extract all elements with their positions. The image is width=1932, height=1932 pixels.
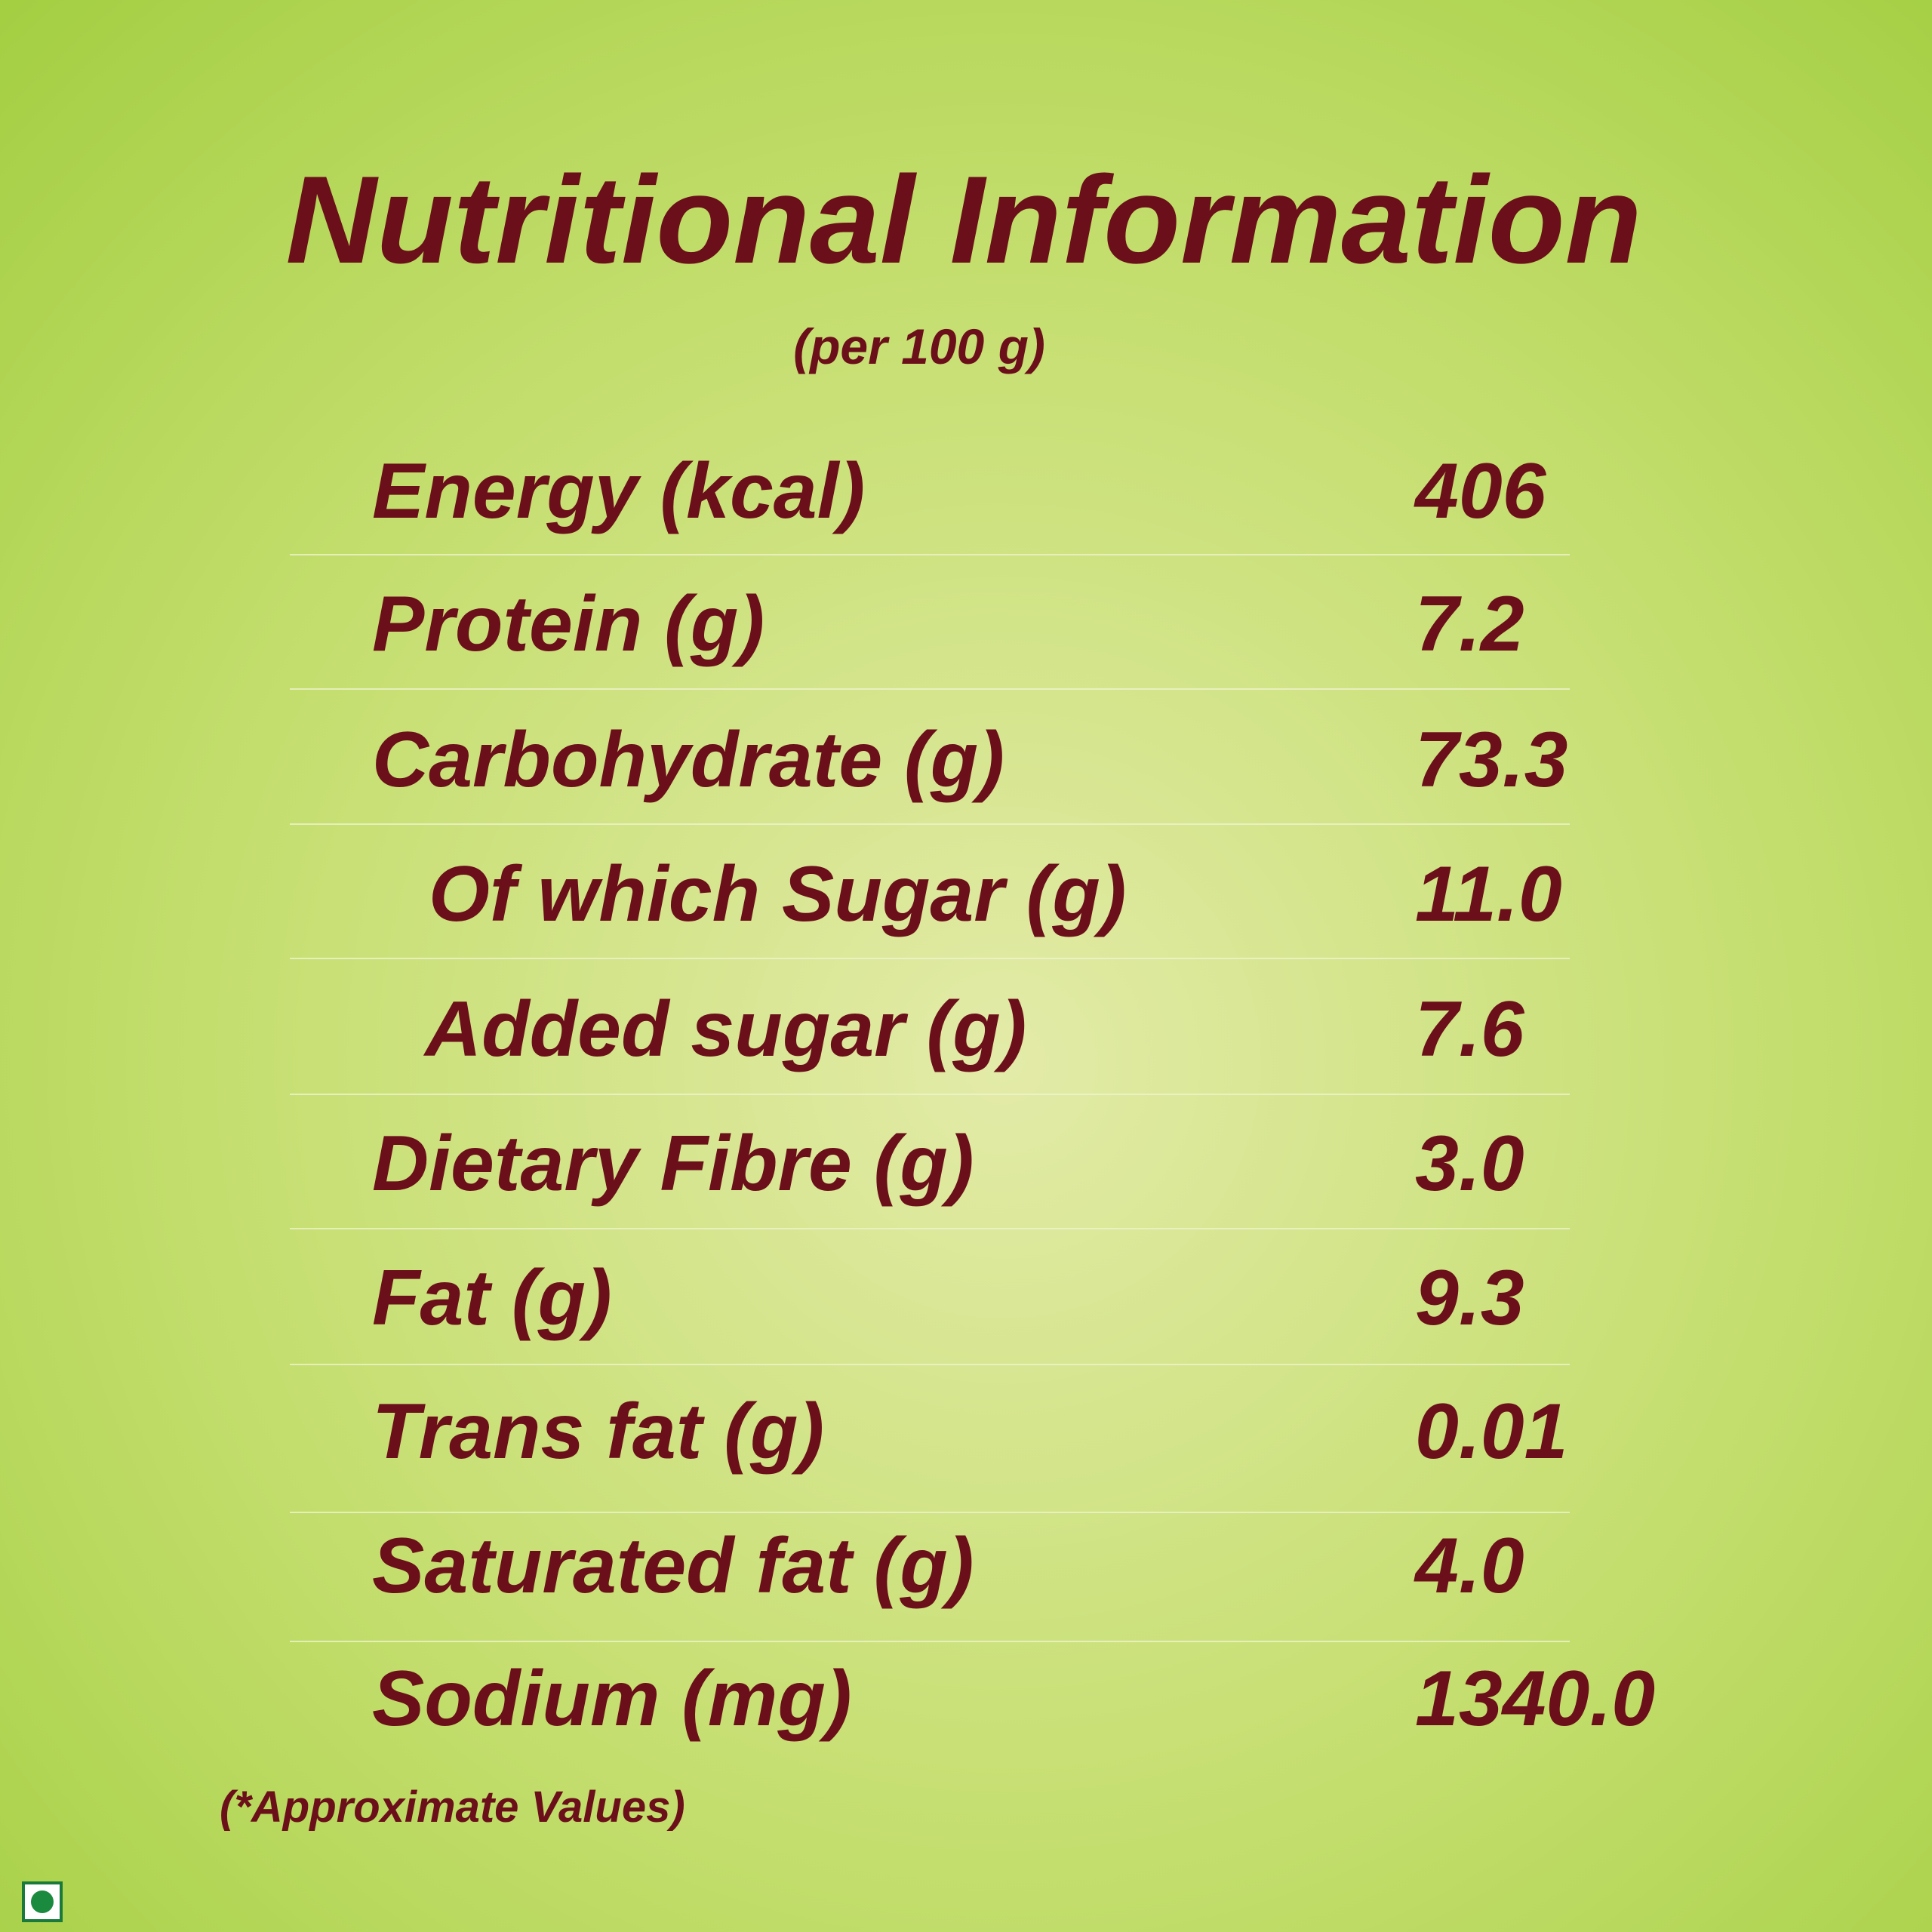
nutrient-value: 406 xyxy=(1414,448,1547,535)
nutrient-label: Added sugar (g) xyxy=(423,986,1026,1073)
nutrient-value: 3.0 xyxy=(1415,1120,1524,1208)
nutrient-value: 4.0 xyxy=(1414,1522,1524,1610)
nutrient-value: 0.01 xyxy=(1415,1388,1567,1475)
nutrient-value: 9.3 xyxy=(1415,1254,1524,1342)
nutrient-value: 7.2 xyxy=(1415,580,1524,668)
nutrient-label: Energy (kcal) xyxy=(372,448,865,535)
veg-mark-dot xyxy=(31,1890,54,1913)
nutrient-value: 7.6 xyxy=(1415,986,1525,1073)
separators xyxy=(290,554,1570,1642)
nutrient-label: Sodium (mg) xyxy=(372,1655,851,1743)
title: Nutritional Information xyxy=(286,150,1642,289)
nutrient-value: 11.0 xyxy=(1415,851,1562,938)
nutrient-label: Trans fat (g) xyxy=(372,1388,824,1475)
nutrient-label: Dietary Fibre (g) xyxy=(372,1120,974,1208)
nutrient-label: Of which Sugar (g) xyxy=(429,851,1126,938)
nutrient-label: Saturated fat (g) xyxy=(372,1522,974,1610)
nutrient-table: Energy (kcal) 406 Protein (g) 7.2 Carboh… xyxy=(372,448,1655,1743)
nutrient-value: 73.3 xyxy=(1415,716,1567,804)
nutrient-value: 1340.0 xyxy=(1415,1655,1655,1743)
veg-mark xyxy=(22,1881,63,1922)
nutrient-label: Carbohydrate (g) xyxy=(372,716,1004,804)
subtitle: (per 100 g) xyxy=(793,318,1045,374)
nutrient-label: Protein (g) xyxy=(372,580,764,668)
nutrient-label: Fat (g) xyxy=(372,1254,612,1342)
footnote: (*Approximate Values) xyxy=(220,1783,685,1832)
